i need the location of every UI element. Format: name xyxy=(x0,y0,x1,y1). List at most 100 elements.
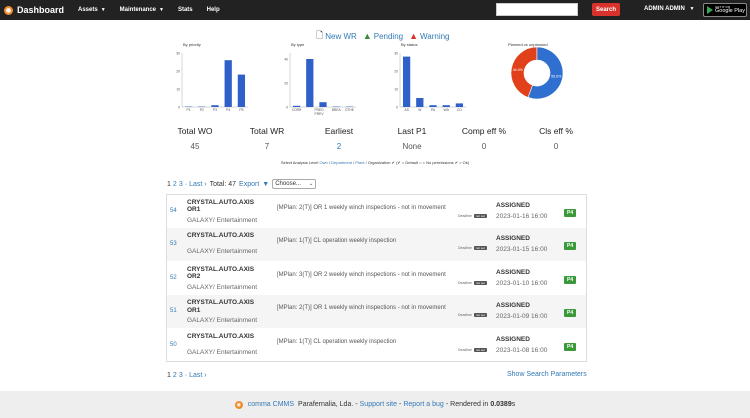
kpi-total-wr: Total WR 7 xyxy=(237,126,297,151)
bar-pa xyxy=(429,105,437,107)
priority-badge: P4 xyxy=(564,209,577,217)
nav-help[interactable]: Help xyxy=(207,7,220,13)
x-tick-label: CO xyxy=(457,108,462,112)
pager-separator: · xyxy=(184,180,188,188)
y-tick-label: 10 xyxy=(176,87,180,91)
nav-stats[interactable]: Stats xyxy=(178,7,193,13)
show-search-parameters-link[interactable]: Show Search Parameters xyxy=(507,371,587,378)
x-tick-label: P3 xyxy=(213,108,217,112)
priority-badge: P4 xyxy=(564,342,577,351)
page-link[interactable]: 2 xyxy=(172,180,177,188)
report-bug-link[interactable]: Report a bug xyxy=(403,401,444,408)
list-item[interactable]: 51 CRYSTAL.AUTO.AXIS OR1 GALAXY/ Enterta… xyxy=(167,295,586,329)
analysis-department-link[interactable]: Department xyxy=(331,160,353,165)
page-link[interactable]: 3 xyxy=(178,180,183,188)
app-logo-icon: ◉ xyxy=(4,5,13,15)
nav-maintenance[interactable]: Maintenance ▼ xyxy=(120,7,164,13)
x-tick-label: P1 xyxy=(187,108,191,112)
kpi-label: Earliest xyxy=(324,126,354,136)
y-tick-label: 30 xyxy=(176,51,180,55)
work-order-id-link[interactable]: 53 xyxy=(170,241,177,248)
kpi-earliest-link[interactable]: 2 xyxy=(336,142,342,151)
bar-wa xyxy=(442,105,450,107)
deadline-badge: not set xyxy=(473,246,487,251)
last-page-link[interactable]: Last › xyxy=(189,372,207,379)
warning-link[interactable]: ▲ Warning xyxy=(409,31,449,41)
footer-rendered-time: 0.0389 xyxy=(490,401,512,408)
nav-assets[interactable]: Assets ▼ xyxy=(78,7,106,13)
user-name: ADMIN ADMIN xyxy=(644,6,685,12)
search-button[interactable]: Search xyxy=(592,3,620,16)
bar-co xyxy=(455,103,464,107)
bar-corr xyxy=(292,105,301,107)
footer-separator: - xyxy=(445,401,449,408)
asset-title: CRYSTAL.AUTO.AXIS xyxy=(187,232,255,240)
work-order-id-link[interactable]: 52 xyxy=(170,274,177,281)
x-tick-label: CORR xyxy=(292,108,302,112)
search-input[interactable] xyxy=(496,3,578,16)
deadline-badge: not set xyxy=(473,214,487,218)
work-order-date: 2023-01-10 16:00 xyxy=(496,279,548,287)
list-item[interactable]: 54 CRYSTAL.AUTO.AXIS OR1 GALAXY/ Enterta… xyxy=(167,195,586,228)
page-link[interactable]: 1 xyxy=(167,180,171,188)
deadline-label: Deadline xyxy=(458,347,472,352)
work-order-id-link[interactable]: 54 xyxy=(170,208,177,214)
brand-label: Dashboard xyxy=(17,5,65,15)
x-tick-label: OTHE xyxy=(345,108,355,112)
footer: ◉ comma CMMS Parafernalia, Lda. - Suppor… xyxy=(0,391,750,418)
choose-select[interactable]: Choose... ⌄ xyxy=(272,179,317,189)
asset-location: GALAXY/ Entertainment xyxy=(187,217,258,224)
y-tick-label: 20 xyxy=(284,81,288,85)
y-tick-label: 0 xyxy=(178,105,180,109)
analysis-plant-link[interactable]: Plant xyxy=(355,160,365,165)
y-tick-label: 20 xyxy=(176,69,180,73)
list-item[interactable]: 50 CRYSTAL.AUTO.AXIS GALAXY/ Entertainme… xyxy=(167,329,586,362)
deadline: Deadline not set xyxy=(458,347,487,352)
work-order-id-link[interactable]: 50 xyxy=(170,341,177,348)
asset-title: CRYSTAL.AUTO.AXIS OR2 xyxy=(187,265,255,281)
list-item[interactable]: 53 CRYSTAL.AUTO.AXIS GALAXY/ Entertainme… xyxy=(167,228,586,262)
kpi-cls-eff: Cls eff % 0 xyxy=(526,126,586,151)
asset-location: GALAXY/ Entertainment xyxy=(187,248,258,256)
comma-logo-icon: ◉ xyxy=(234,400,243,409)
page-link[interactable]: 3 xyxy=(178,372,183,379)
x-tick-label: AS xyxy=(404,108,409,112)
google-play-badge[interactable]: GET IT ON Google Play xyxy=(703,3,747,17)
kpi-value: 0 xyxy=(553,142,559,151)
page-link[interactable]: 1 xyxy=(167,372,171,379)
last-page-link[interactable]: Last › xyxy=(189,180,207,188)
nav-stats-label: Stats xyxy=(177,7,193,13)
kpi-value: 0 xyxy=(481,142,487,151)
filter-icon[interactable]: ▼ xyxy=(262,180,270,188)
footer-separator: - xyxy=(355,401,358,408)
kpi-label: Total WR xyxy=(249,126,285,136)
asset-location: GALAXY/ Entertainment xyxy=(187,283,258,291)
choose-select-value: Choose... xyxy=(275,181,301,187)
asset-title: CRYSTAL.AUTO.AXIS OR1 xyxy=(187,199,255,214)
kpi-last-p1: Last P1 None xyxy=(382,126,442,151)
analysis-own-link[interactable]: Own xyxy=(319,160,328,165)
support-site-link[interactable]: Support site xyxy=(359,401,397,408)
footer-company: Parafernalia, Lda. xyxy=(298,401,354,408)
pending-link[interactable]: ▲ Pending xyxy=(363,31,403,41)
deadline: Deadline not set xyxy=(458,280,487,285)
status-label: ASSIGNED xyxy=(496,235,530,243)
export-link[interactable]: Export xyxy=(239,180,260,188)
new-wr-link[interactable]: 🗋 New WR xyxy=(316,28,357,44)
pager-separator: · xyxy=(184,372,188,379)
list-item[interactable]: 52 CRYSTAL.AUTO.AXIS OR2 GALAXY/ Enterta… xyxy=(167,262,586,295)
x-tick-label: W xyxy=(418,108,422,112)
pagination-top: 1 2 3 · Last › Total: 47 Export ▼ Choose… xyxy=(167,179,317,189)
bar-pred xyxy=(319,102,327,107)
deadline-label: Deadline xyxy=(458,313,472,318)
deadline-badge: not set xyxy=(473,280,487,285)
brand-link[interactable]: ◉ Dashboard xyxy=(4,5,64,15)
deadline-label: Deadline xyxy=(458,214,472,218)
user-menu[interactable]: ADMIN ADMIN ▼ xyxy=(644,6,694,12)
footer-rendered-prefix: Rendered in xyxy=(450,401,489,408)
footer-brand-link[interactable]: comma CMMS xyxy=(247,401,295,408)
page-link[interactable]: 2 xyxy=(172,372,177,379)
chevron-down-icon: ⌄ xyxy=(309,181,314,187)
work-order-id-link[interactable]: 51 xyxy=(170,308,177,315)
work-order-description: [MPlan: 3(T)] OR 2 weekly winch inspecti… xyxy=(277,271,446,278)
